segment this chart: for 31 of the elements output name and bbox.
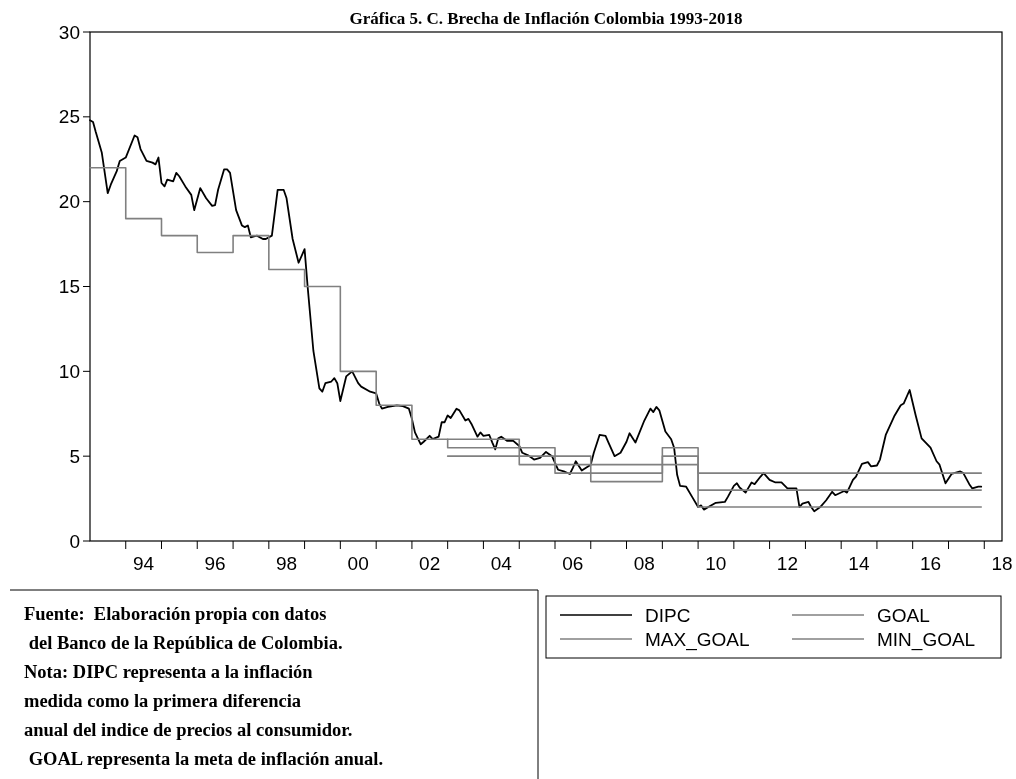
x-tick-label: 08 — [633, 553, 655, 574]
source-note: Fuente: Elaboración propia con datos — [24, 604, 327, 624]
legend-label: DIPC — [645, 604, 691, 626]
y-tick-label: 0 — [69, 530, 80, 552]
x-tick-label: 98 — [275, 553, 298, 574]
text: del Banco de la República de Colombia. — [24, 633, 343, 653]
y-tick-label: 25 — [58, 106, 80, 128]
x-tick-label: 96 — [204, 553, 226, 574]
y-tick-label: 15 — [58, 276, 80, 298]
y-tick-label: 10 — [58, 360, 80, 382]
legend-label: MAX_GOAL — [645, 628, 750, 651]
chart-title: Gráfica 5. C. Brecha de Inflación Colombia 1993-2018 — [349, 9, 743, 28]
legend-label: GOAL — [877, 604, 930, 626]
x-tick-label: 06 — [562, 553, 584, 574]
x-tick-label: 14 — [848, 553, 870, 574]
text: anual del indice de precios al consumidor. — [24, 720, 353, 740]
y-tick-label: 20 — [58, 191, 80, 213]
x-tick-label: 04 — [490, 553, 513, 574]
x-tick-label: 94 — [132, 553, 155, 574]
x-tick-label: 12 — [776, 553, 798, 574]
x-tick-label: 00 — [347, 553, 369, 574]
y-tick-label: 5 — [69, 445, 80, 467]
y-tick-label: 30 — [58, 21, 80, 43]
text: GOAL representa la meta de inflación anual. — [24, 749, 384, 769]
x-tick-label: 18 — [991, 553, 1013, 574]
x-tick-label: 02 — [419, 553, 441, 574]
x-tick-label: 10 — [705, 553, 727, 574]
text: Nota: DIPC representa a la inflación — [24, 662, 314, 682]
text: medida como la primera diferencia — [24, 691, 302, 711]
legend-label: MIN_GOAL — [877, 628, 976, 651]
x-tick-label: 16 — [919, 553, 942, 574]
